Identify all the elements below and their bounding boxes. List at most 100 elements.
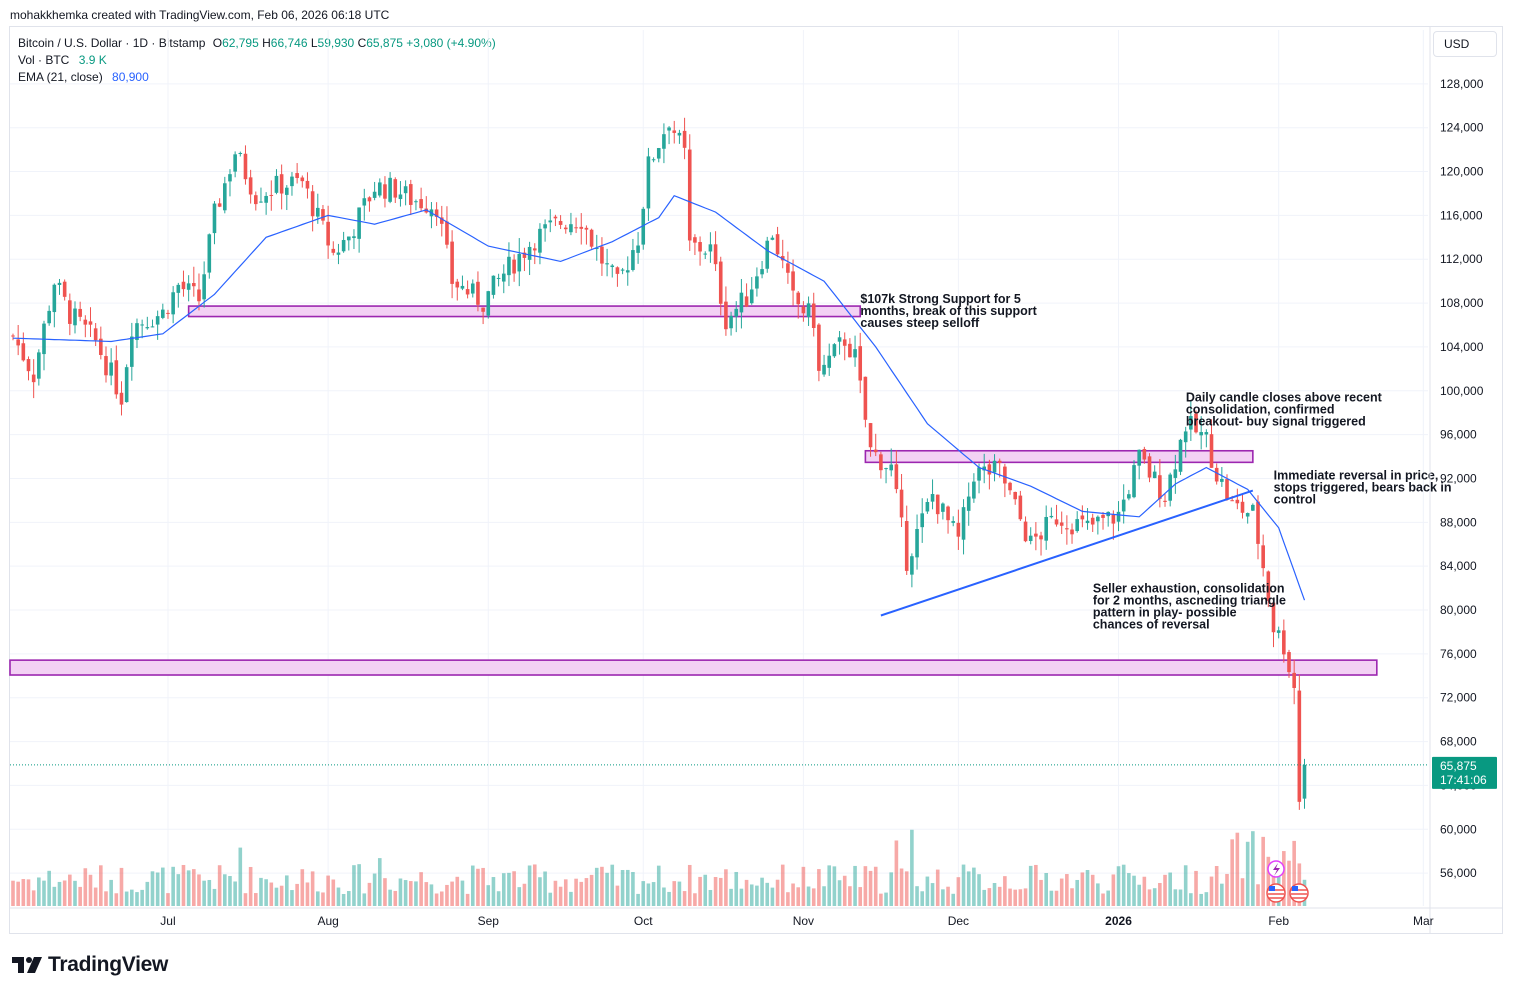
candle-body[interactable]	[243, 153, 248, 180]
candle-body[interactable]	[574, 227, 578, 229]
candle-body[interactable]	[176, 284, 181, 293]
candle-body[interactable]	[212, 203, 217, 234]
candle-body[interactable]	[388, 177, 392, 202]
candle-body[interactable]	[1220, 478, 1224, 482]
candle-body[interactable]	[171, 292, 175, 315]
candle-body[interactable]	[910, 556, 914, 575]
candle-body[interactable]	[966, 496, 971, 511]
candle-body[interactable]	[584, 227, 589, 230]
candle-body[interactable]	[233, 154, 237, 172]
candle-body[interactable]	[941, 503, 945, 512]
candle-body[interactable]	[481, 307, 485, 312]
candle-body[interactable]	[414, 201, 418, 203]
candle-body[interactable]	[119, 392, 124, 405]
candle-body[interactable]	[889, 464, 894, 471]
candle-body[interactable]	[1261, 545, 1265, 569]
candle-body[interactable]	[31, 374, 36, 383]
candle-body[interactable]	[1121, 499, 1126, 512]
candle-body[interactable]	[822, 364, 826, 375]
candle-body[interactable]	[1111, 514, 1116, 524]
candle-body[interactable]	[73, 308, 77, 326]
candle-body[interactable]	[223, 183, 227, 211]
ema-legend[interactable]: EMA (21, close) 80,900	[18, 70, 149, 84]
candle-body[interactable]	[21, 343, 26, 361]
candle-body[interactable]	[749, 289, 754, 304]
candle-body[interactable]	[600, 246, 604, 264]
candle-body[interactable]	[987, 464, 992, 475]
candle-body[interactable]	[636, 245, 640, 253]
candle-body[interactable]	[703, 253, 708, 255]
candle-body[interactable]	[264, 195, 268, 203]
candle-body[interactable]	[631, 250, 635, 270]
volume-legend[interactable]: Vol · BTC 3.9 K	[18, 53, 107, 67]
candle-body[interactable]	[1225, 479, 1229, 500]
candle-body[interactable]	[522, 252, 527, 258]
candle-body[interactable]	[920, 513, 925, 528]
candle-body[interactable]	[997, 460, 1002, 463]
candle-body[interactable]	[677, 132, 682, 136]
candle-body[interactable]	[1240, 501, 1245, 513]
candle-body[interactable]	[1101, 514, 1105, 518]
candle-body[interactable]	[589, 229, 594, 247]
candle-body[interactable]	[197, 289, 201, 302]
candle-body[interactable]	[1054, 519, 1059, 525]
candle-body[interactable]	[26, 359, 31, 372]
candle-body[interactable]	[279, 174, 284, 194]
candle-body[interactable]	[377, 182, 382, 196]
candle-body[interactable]	[1142, 449, 1147, 460]
candle-body[interactable]	[543, 224, 547, 229]
candle-body[interactable]	[507, 256, 511, 276]
candle-body[interactable]	[217, 203, 222, 207]
candle-body[interactable]	[641, 208, 646, 245]
candle-body[interactable]	[393, 179, 398, 198]
candle-body[interactable]	[558, 221, 563, 225]
candle-body[interactable]	[501, 273, 506, 282]
candle-body[interactable]	[254, 195, 258, 205]
candle-body[interactable]	[1152, 471, 1157, 479]
candle-body[interactable]	[755, 276, 759, 289]
currency-selector[interactable]: USD	[1433, 31, 1497, 57]
candle-body[interactable]	[801, 306, 806, 314]
candle-body[interactable]	[724, 301, 728, 330]
candle-body[interactable]	[1297, 690, 1302, 802]
candle-body[interactable]	[796, 292, 801, 305]
candlesticks[interactable]	[11, 117, 1307, 810]
candle-body[interactable]	[1065, 528, 1069, 530]
candle-body[interactable]	[548, 220, 553, 223]
candle-body[interactable]	[1168, 474, 1172, 501]
candle-body[interactable]	[817, 324, 821, 371]
candle-body[interactable]	[698, 242, 702, 252]
candle-body[interactable]	[646, 156, 651, 209]
candle-body[interactable]	[925, 502, 930, 512]
candle-body[interactable]	[1199, 432, 1203, 436]
candle-body[interactable]	[1292, 672, 1296, 688]
candle-body[interactable]	[161, 309, 165, 318]
candle-body[interactable]	[326, 221, 330, 246]
candle-body[interactable]	[1127, 494, 1131, 499]
candle-body[interactable]	[739, 292, 744, 313]
candle-body[interactable]	[791, 271, 795, 291]
candle-body[interactable]	[124, 367, 129, 403]
candle-body[interactable]	[1090, 517, 1095, 525]
candle-body[interactable]	[336, 252, 341, 255]
candle-body[interactable]	[11, 335, 15, 337]
candle-body[interactable]	[331, 248, 336, 253]
candle-body[interactable]	[1194, 413, 1198, 433]
candle-body[interactable]	[1044, 516, 1048, 541]
candle-body[interactable]	[992, 460, 997, 473]
candle-body[interactable]	[744, 296, 749, 307]
candle-body[interactable]	[181, 281, 186, 290]
annotation-text[interactable]: Daily candle closes above recent consolid…	[1186, 391, 1383, 429]
candle-body[interactable]	[150, 326, 155, 328]
candle-body[interactable]	[1178, 439, 1183, 472]
candle-body[interactable]	[238, 152, 243, 154]
candle-body[interactable]	[476, 281, 480, 305]
candle-body[interactable]	[718, 261, 723, 304]
candle-body[interactable]	[1173, 469, 1178, 478]
candle-body[interactable]	[770, 237, 775, 240]
candle-body[interactable]	[1116, 511, 1121, 522]
candle-body[interactable]	[166, 312, 170, 314]
candle-body[interactable]	[837, 337, 842, 342]
candle-body[interactable]	[346, 236, 351, 241]
annotation-text[interactable]: Immediate reversal in price, stops trigge…	[1274, 469, 1452, 507]
